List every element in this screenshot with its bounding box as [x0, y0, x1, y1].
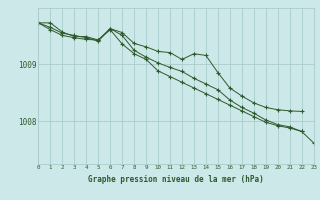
X-axis label: Graphe pression niveau de la mer (hPa): Graphe pression niveau de la mer (hPa): [88, 175, 264, 184]
